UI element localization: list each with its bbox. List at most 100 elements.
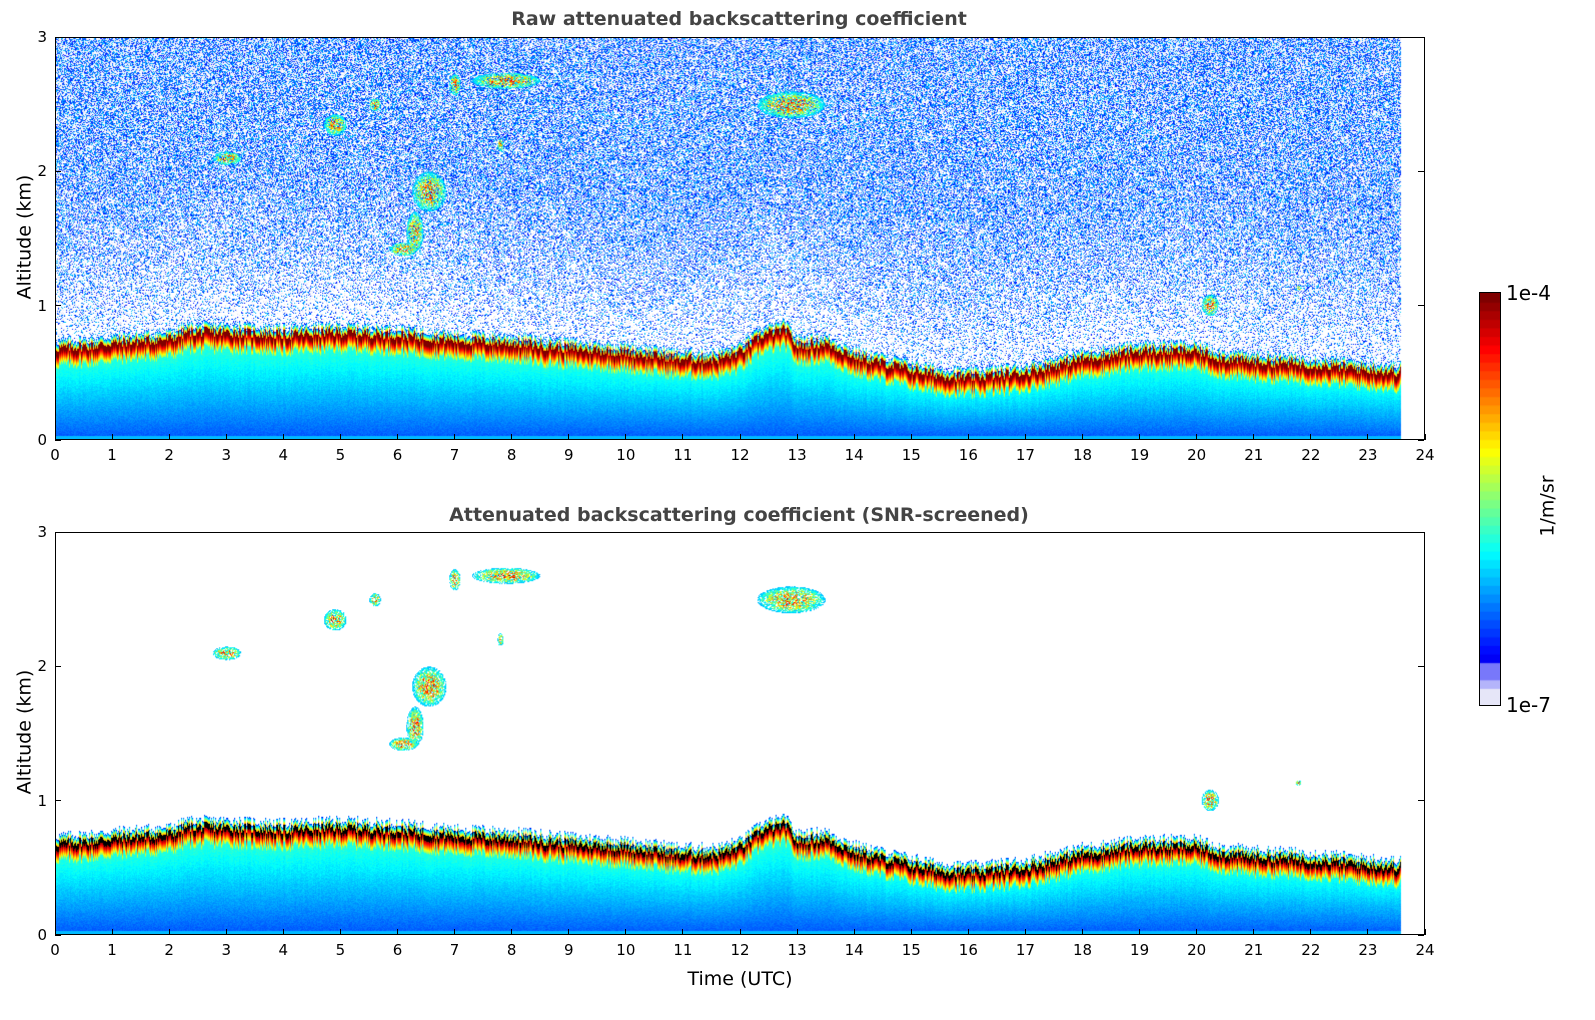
x-tick-mark bbox=[397, 434, 398, 440]
x-tick-label: 4 bbox=[278, 941, 289, 959]
x-tick-label: 19 bbox=[1130, 446, 1150, 464]
x-tick-label: 23 bbox=[1358, 446, 1378, 464]
x-tick-mark bbox=[168, 929, 170, 935]
y-tick-mark bbox=[1418, 439, 1424, 441]
x-tick-label: 20 bbox=[1187, 446, 1207, 464]
plot1-ylabel: Altitude (km) bbox=[13, 174, 36, 300]
x-tick-mark bbox=[454, 434, 456, 440]
x-tick-mark bbox=[282, 434, 284, 440]
x-tick-label: 21 bbox=[1244, 446, 1264, 464]
y-tick-mark bbox=[55, 439, 61, 441]
x-tick-label: 3 bbox=[221, 941, 232, 959]
x-tick-label: 24 bbox=[1415, 941, 1435, 959]
x-tick-mark bbox=[1424, 929, 1426, 935]
x-tick-label: 21 bbox=[1244, 941, 1264, 959]
x-tick-mark bbox=[225, 434, 227, 440]
x-tick-mark bbox=[1082, 929, 1083, 935]
plot1-axes bbox=[55, 37, 1425, 440]
x-tick-label: 6 bbox=[392, 446, 403, 464]
y-tick-label: 3 bbox=[37, 523, 47, 541]
x-tick-mark bbox=[511, 929, 513, 935]
x-tick-mark bbox=[796, 929, 798, 935]
x-tick-mark bbox=[1196, 929, 1198, 935]
x-tick-label: 19 bbox=[1130, 941, 1150, 959]
x-tick-label: 15 bbox=[901, 446, 921, 464]
x-tick-label: 9 bbox=[563, 446, 574, 464]
y-tick-mark bbox=[1418, 36, 1424, 38]
x-tick-label: 12 bbox=[730, 446, 750, 464]
x-tick-label: 18 bbox=[1072, 941, 1093, 959]
x-tick-label: 10 bbox=[616, 446, 636, 464]
x-tick-mark bbox=[1196, 434, 1198, 440]
x-tick-mark bbox=[1367, 434, 1369, 440]
x-tick-label: 23 bbox=[1358, 941, 1378, 959]
x-tick-mark bbox=[1310, 929, 1312, 935]
y-tick-mark bbox=[55, 170, 61, 172]
x-tick-mark bbox=[54, 434, 56, 440]
x-tick-label: 8 bbox=[506, 941, 517, 959]
x-tick-mark bbox=[1253, 434, 1255, 440]
x-tick-mark bbox=[1139, 434, 1141, 440]
colorbar-units: 1/m/sr bbox=[1536, 475, 1559, 537]
y-tick-mark bbox=[1418, 305, 1424, 307]
x-tick-mark bbox=[168, 434, 170, 440]
plot2-title: Attenuated backscattering coefficient (S… bbox=[449, 504, 1029, 526]
x-tick-label: 2 bbox=[164, 446, 174, 464]
x-tick-mark bbox=[1253, 929, 1255, 935]
x-tick-label: 7 bbox=[449, 941, 460, 959]
x-tick-mark bbox=[568, 929, 570, 935]
x-tick-mark bbox=[853, 434, 855, 440]
x-tick-label: 11 bbox=[673, 941, 693, 959]
colorbar-min-label: 1e-7 bbox=[1506, 693, 1551, 717]
y-tick-mark bbox=[55, 305, 61, 307]
x-tick-label: 15 bbox=[901, 941, 921, 959]
y-tick-mark bbox=[55, 665, 61, 667]
x-tick-label: 17 bbox=[1015, 446, 1035, 464]
x-tick-label: 20 bbox=[1187, 941, 1207, 959]
x-tick-label: 10 bbox=[616, 941, 636, 959]
plot1-title: Raw attenuated backscattering coefficien… bbox=[511, 8, 967, 30]
x-tick-label: 9 bbox=[563, 941, 574, 959]
x-tick-mark bbox=[282, 929, 284, 935]
y-tick-mark bbox=[1418, 531, 1424, 533]
y-tick-mark bbox=[55, 800, 61, 802]
x-tick-label: 13 bbox=[787, 446, 807, 464]
x-tick-mark bbox=[511, 434, 513, 440]
x-tick-label: 6 bbox=[392, 941, 403, 959]
y-tick-label: 0 bbox=[37, 431, 47, 449]
x-tick-mark bbox=[1310, 434, 1312, 440]
x-tick-label: 1 bbox=[107, 446, 117, 464]
x-tick-mark bbox=[1424, 434, 1426, 440]
x-tick-label: 7 bbox=[449, 446, 460, 464]
x-tick-mark bbox=[967, 434, 969, 440]
x-tick-mark bbox=[1139, 929, 1141, 935]
x-tick-label: 22 bbox=[1301, 446, 1321, 464]
x-tick-label: 22 bbox=[1301, 941, 1321, 959]
y-tick-label: 2 bbox=[37, 162, 47, 181]
x-tick-mark bbox=[1024, 434, 1026, 440]
x-tick-label: 3 bbox=[221, 446, 232, 464]
x-tick-label: 1 bbox=[107, 941, 117, 959]
y-tick-label: 2 bbox=[37, 657, 47, 676]
y-tick-label: 1 bbox=[37, 296, 47, 315]
x-tick-label: 8 bbox=[506, 446, 517, 464]
plot2-heatmap bbox=[56, 533, 1424, 934]
x-tick-label: 12 bbox=[730, 941, 750, 959]
x-tick-mark bbox=[397, 929, 398, 935]
y-tick-label: 1 bbox=[37, 791, 47, 810]
x-tick-mark bbox=[910, 434, 912, 440]
x-tick-mark bbox=[1024, 929, 1026, 935]
x-tick-label: 16 bbox=[958, 446, 978, 464]
x-tick-label: 4 bbox=[278, 446, 289, 464]
x-tick-label: 17 bbox=[1015, 941, 1035, 959]
x-tick-label: 18 bbox=[1072, 446, 1093, 464]
y-tick-mark bbox=[55, 934, 61, 936]
x-tick-mark bbox=[225, 929, 227, 935]
x-tick-mark bbox=[339, 929, 341, 935]
x-tick-mark bbox=[796, 434, 798, 440]
plot2-axes bbox=[55, 532, 1425, 935]
x-tick-mark bbox=[910, 929, 912, 935]
x-tick-mark bbox=[454, 929, 456, 935]
x-tick-label: 11 bbox=[673, 446, 693, 464]
plot1-heatmap bbox=[56, 38, 1424, 439]
